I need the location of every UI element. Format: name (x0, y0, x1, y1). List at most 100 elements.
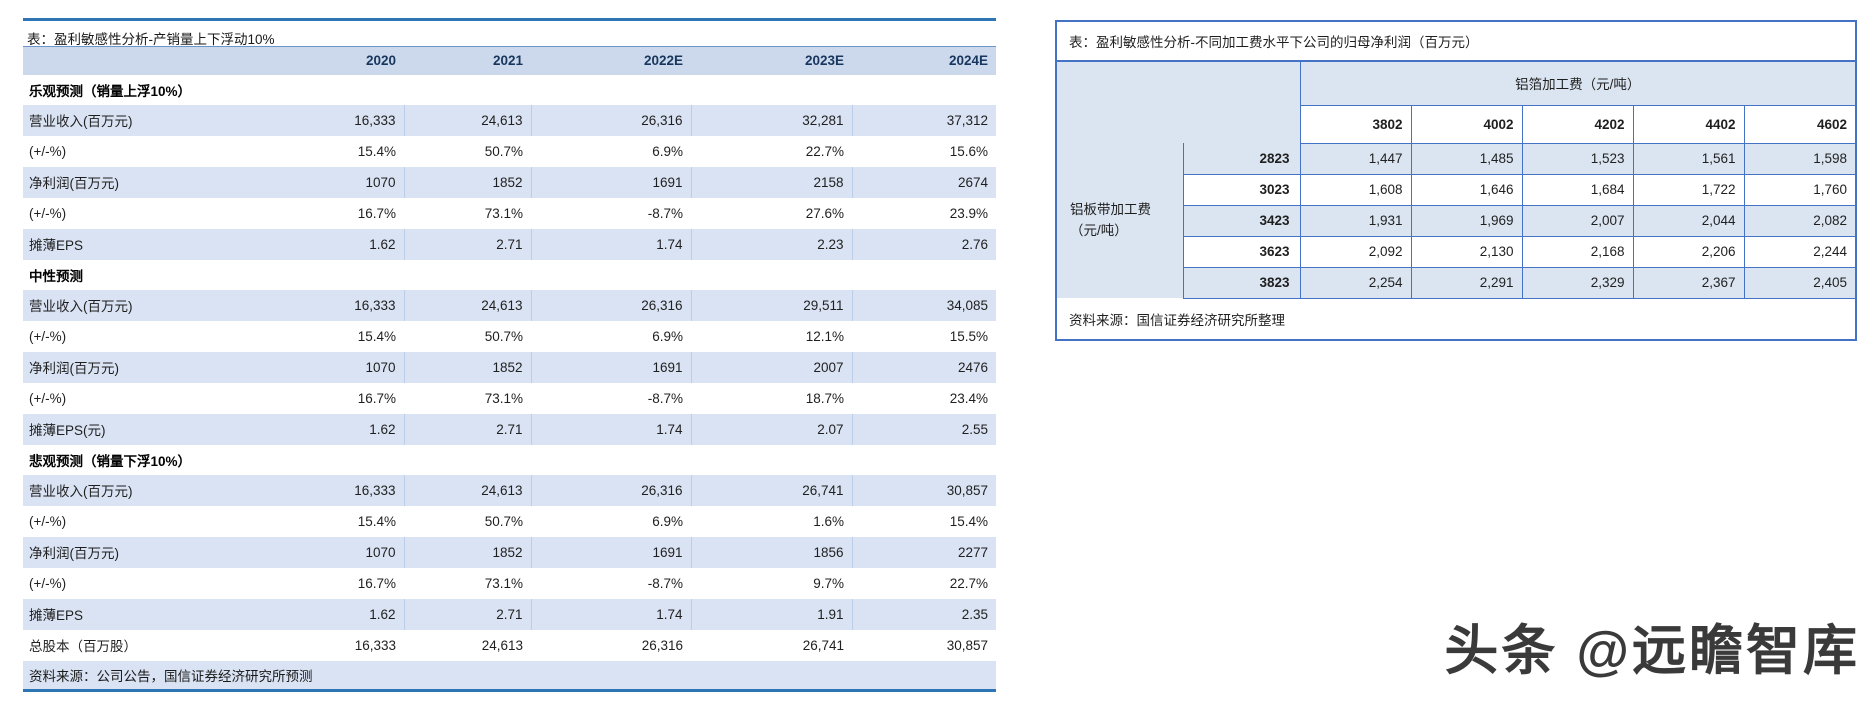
table-row: (+/-%) 16.7% 73.1% -8.7% 18.7% 23.4% (23, 383, 996, 414)
cell-value: 1,561 (1632, 143, 1744, 175)
cell-value: 32,281 (691, 104, 853, 136)
col-group-header: 铝箔加工费（元/吨） (1300, 61, 1856, 106)
cell-value: 2,130 (1410, 236, 1522, 268)
cell-value: 30,857 (852, 474, 996, 506)
fee-column-header: 3802 (1299, 105, 1411, 144)
cell-value: 16.7% (357, 390, 396, 406)
cell-value: 1.62 (276, 413, 405, 445)
cell-value: 2.07 (691, 413, 853, 445)
cell-value: 50.7% (484, 328, 523, 344)
cell-value: 1.74 (531, 413, 692, 445)
fee-column-header: 4602 (1743, 105, 1856, 144)
cell-value: 2277 (852, 536, 996, 568)
cell-value: 1.6% (813, 513, 844, 529)
cell-value: 16,333 (276, 289, 405, 321)
cell-value: 73.1% (484, 575, 523, 591)
cell-value: 1,485 (1410, 143, 1522, 175)
left-table-body: 乐观预测（销量上浮10%） 营业收入(百万元) 16,333 24,613 26,316… (23, 74, 996, 661)
table-row: 总股本（百万股） 16,333 24,613 26,316 26,741 30,857 (23, 630, 996, 661)
table-row: 净利润(百万元) 1070 1852 1691 2007 2476 (23, 351, 996, 383)
cell-value: 15.4% (357, 328, 396, 344)
cell-value: 1,598 (1743, 143, 1856, 175)
left-sensitivity-table: 表：盈利敏感性分析-产销量上下浮动10% 2020 2021 2022E 2023E 2… (23, 18, 996, 692)
right-table-colnums-row: 3802 4002 4202 4402 4602 (1056, 105, 1856, 144)
row-key: 3423 (1183, 205, 1300, 237)
cell-value: 73.1% (484, 390, 523, 406)
cell-value: 2,007 (1521, 205, 1633, 237)
table-row: (+/-%) 15.4% 50.7% 6.9% 1.6% 15.4% (23, 506, 996, 537)
cell-value: 15.6% (949, 143, 988, 159)
table-row: 3023 1,608 1,646 1,684 1,722 1,760 (1056, 174, 1856, 206)
section-header-row: 中性预测 (23, 259, 996, 290)
row-label: 净利润(百万元) (23, 351, 276, 383)
cell-value: 1.74 (531, 228, 692, 260)
row-label: 总股本（百万股） (29, 639, 137, 654)
section-header-row: 悲观预测（销量下浮10%） (23, 444, 996, 475)
table-row: 营业收入(百万元) 16,333 24,613 26,316 29,511 34,085 (23, 289, 996, 321)
table-row: 3423 1,931 1,969 2,007 2,044 2,082 (1056, 205, 1856, 237)
cell-value: 16,333 (276, 104, 405, 136)
fee-column-header: 4002 (1410, 105, 1522, 144)
cell-value: 26,316 (531, 104, 692, 136)
cell-value: 22.7% (949, 575, 988, 591)
table-row: 净利润(百万元) 1070 1852 1691 2158 2674 (23, 166, 996, 198)
table-row: 净利润(百万元) 1070 1852 1691 1856 2277 (23, 536, 996, 568)
row-label: 营业收入(百万元) (23, 474, 276, 506)
cell-value: 15.4% (949, 513, 988, 529)
cell-value: 24,613 (404, 104, 532, 136)
cell-value: 2007 (691, 351, 853, 383)
cell-value: 24,613 (481, 637, 523, 653)
table-row: (+/-%) 15.4% 50.7% 6.9% 22.7% 15.6% (23, 136, 996, 167)
cell-value: 15.5% (949, 328, 988, 344)
section-header: 悲观预测（销量下浮10%） (23, 444, 996, 475)
table-row: (+/-%) 16.7% 73.1% -8.7% 9.7% 22.7% (23, 568, 996, 599)
cell-value: 2,206 (1632, 236, 1744, 268)
cell-value: 26,316 (531, 474, 692, 506)
right-table-source-row: 资料来源：国信证券经济研究所整理 (1056, 298, 1856, 340)
cell-value: 24,613 (404, 289, 532, 321)
year-column-header: 2023E (691, 46, 852, 75)
table-row: 营业收入(百万元) 16,333 24,613 26,316 26,741 30,857 (23, 474, 996, 506)
year-column-header: 2020 (276, 46, 404, 75)
table-row: (+/-%) 16.7% 73.1% -8.7% 27.6% 23.9% (23, 198, 996, 229)
cell-value: 16,333 (354, 637, 396, 653)
row-label: 营业收入(百万元) (23, 104, 276, 136)
cell-value: 1.91 (691, 598, 853, 630)
cell-value: 34,085 (852, 289, 996, 321)
table-row: 摊薄EPS 1.62 2.71 1.74 2.23 2.76 (23, 228, 996, 260)
cell-value: 37,312 (852, 104, 996, 136)
cell-value: 24,613 (404, 474, 532, 506)
cell-value: 1856 (691, 536, 853, 568)
cell-value: 1,608 (1299, 174, 1411, 206)
section-header-row: 乐观预测（销量上浮10%） (23, 74, 996, 105)
cell-value: 1852 (404, 536, 532, 568)
cell-value: 2158 (691, 166, 853, 198)
cell-value: 6.9% (652, 328, 683, 344)
cell-value: 26,316 (641, 637, 683, 653)
cell-value: -8.7% (647, 390, 683, 406)
row-group-label: 铝板带加工费（元/吨） (1070, 201, 1151, 238)
cell-value: 1.62 (276, 598, 405, 630)
cell-value: 2.71 (404, 598, 532, 630)
cell-value: 1070 (276, 166, 405, 198)
row-label: 摊薄EPS (23, 228, 276, 260)
cell-value: 1,722 (1632, 174, 1744, 206)
cell-value: 2,329 (1521, 267, 1633, 299)
cell-value: 2,168 (1521, 236, 1633, 268)
year-column-header: 2021 (404, 46, 531, 75)
table-row: 摊薄EPS(元) 1.62 2.71 1.74 2.07 2.55 (23, 413, 996, 445)
left-table-source-row: 资料来源：公司公告，国信证券经济研究所预测 (23, 660, 996, 691)
source-note: 资料来源：公司公告，国信证券经济研究所预测 (23, 660, 996, 691)
cell-value: 1.62 (276, 228, 405, 260)
row-label: (+/-%) (29, 143, 67, 159)
cell-value: 26,741 (802, 637, 844, 653)
cell-value: 2.71 (404, 228, 532, 260)
cell-value: 12.1% (805, 328, 844, 344)
cell-value: 2476 (852, 351, 996, 383)
cell-value: 1,684 (1521, 174, 1633, 206)
cell-value: 6.9% (652, 143, 683, 159)
cell-value: 1.74 (531, 598, 692, 630)
cell-value: 2,254 (1299, 267, 1411, 299)
row-label: (+/-%) (29, 390, 67, 406)
